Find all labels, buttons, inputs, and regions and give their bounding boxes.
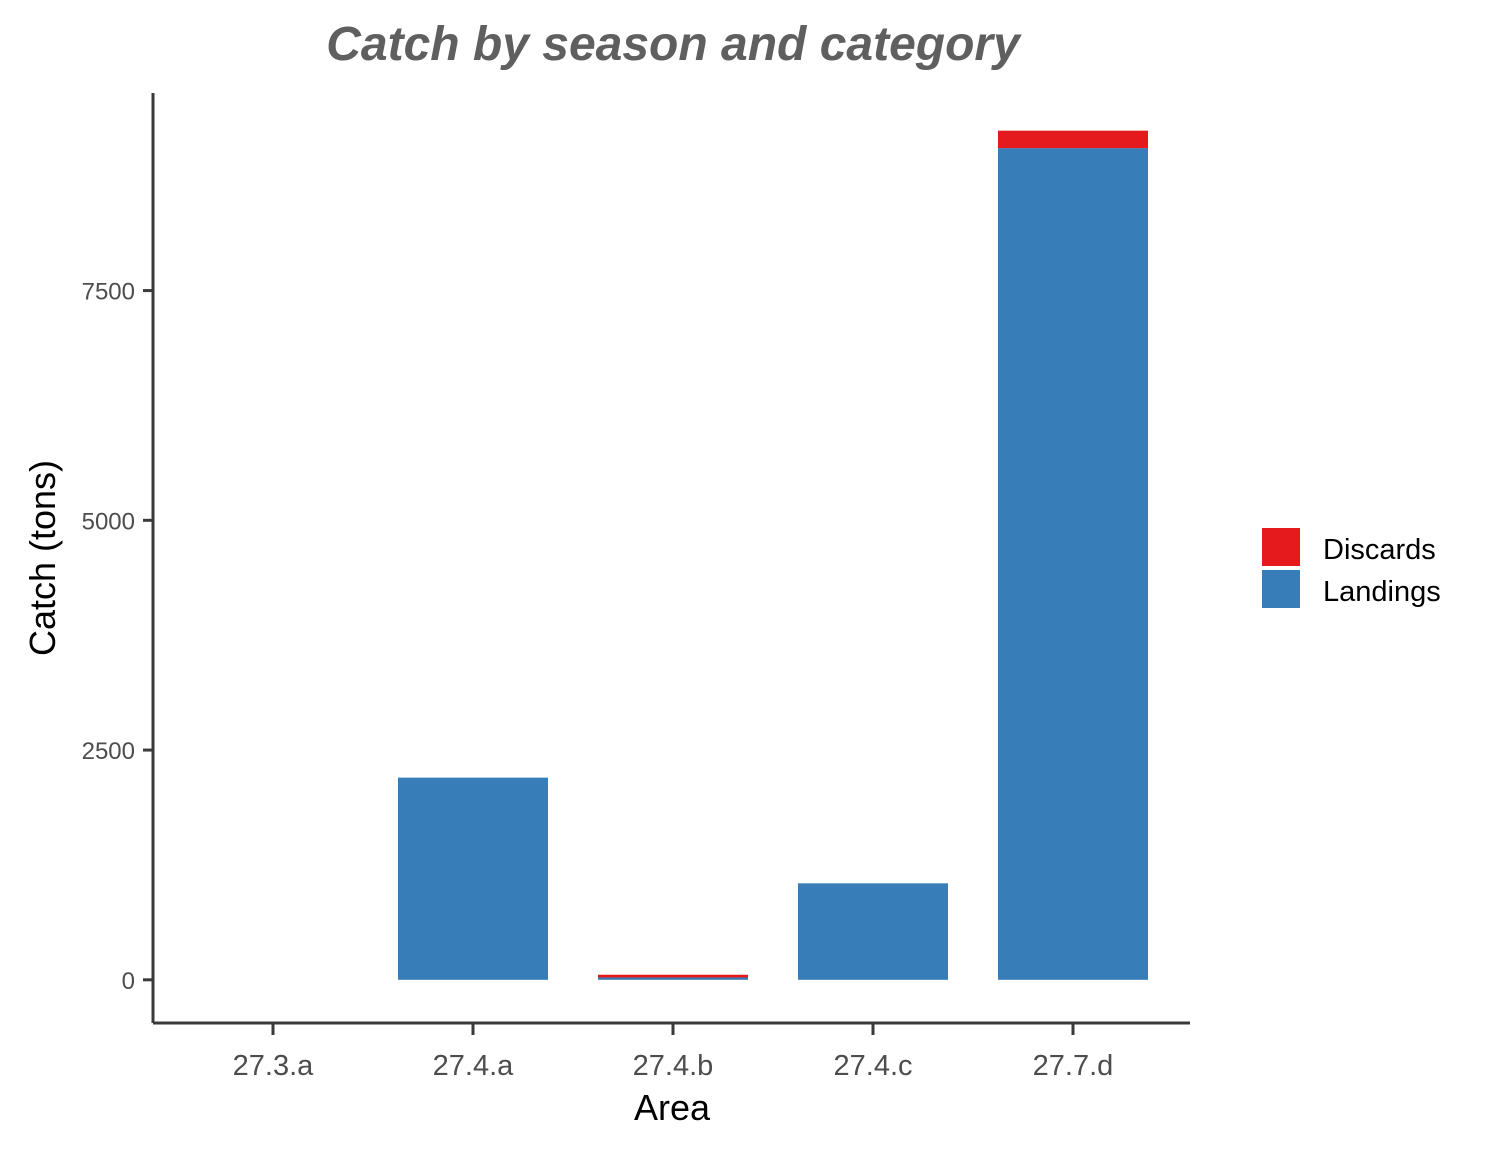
- y-tick-label: 5000: [82, 508, 135, 535]
- legend: Discards Landings: [1262, 528, 1441, 608]
- legend-label-landings: Landings: [1323, 576, 1441, 608]
- bar-landings-27-7-d: [998, 148, 1148, 980]
- chart-title: Catch by season and category: [326, 18, 1022, 71]
- legend-swatch-discards: [1262, 528, 1300, 566]
- legend-swatch-landings: [1262, 570, 1300, 608]
- bar-landings-27-4-c: [798, 883, 948, 980]
- x-axis: 27.3.a 27.4.a 27.4.b 27.4.c 27.7.d: [153, 1021, 1190, 1082]
- x-tick-label: 27.4.a: [433, 1050, 514, 1082]
- y-tick-label: 7500: [82, 279, 135, 306]
- y-axis-title: Catch (tons): [22, 460, 63, 656]
- bar-landings-27-4-b: [598, 977, 748, 980]
- y-tick-label: 0: [122, 968, 135, 995]
- y-tick-label: 2500: [82, 738, 135, 765]
- bar-discards-27-4-b: [598, 974, 748, 978]
- x-tick-label: 27.4.c: [834, 1050, 913, 1082]
- x-axis-title: Area: [634, 1087, 711, 1128]
- plot-area: [398, 130, 1148, 980]
- x-tick-label: 27.7.d: [1033, 1050, 1114, 1082]
- x-tick-label: 27.3.a: [233, 1050, 314, 1082]
- x-tick-label: 27.4.b: [633, 1050, 714, 1082]
- bar-discards-27-7-d: [998, 130, 1148, 149]
- legend-label-discards: Discards: [1323, 534, 1436, 566]
- bar-landings-27-4-a: [398, 777, 548, 980]
- y-axis: 0 2500 5000 7500: [82, 93, 155, 1023]
